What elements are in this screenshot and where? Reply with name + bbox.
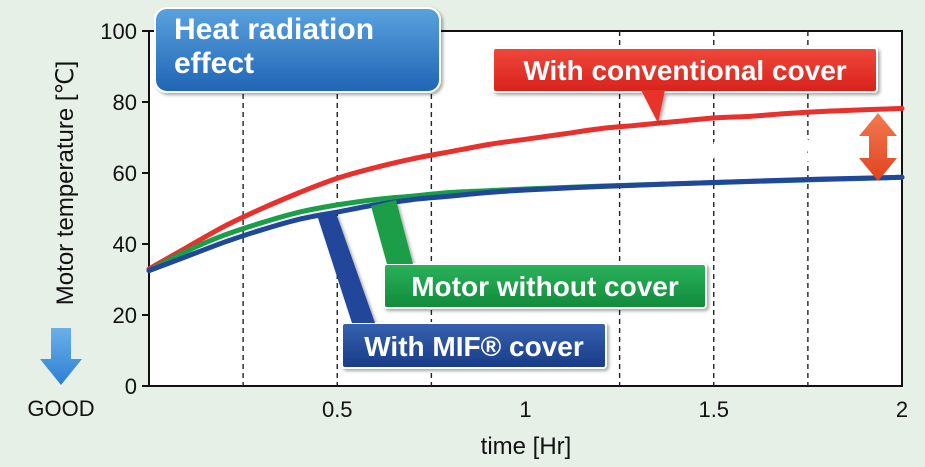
y-tick-label-4: 80 bbox=[113, 90, 137, 115]
x-tick-label-3: 2 bbox=[896, 397, 908, 422]
series-label-no-cover-text: Motor without cover bbox=[411, 271, 679, 302]
y-tick-label-2: 40 bbox=[113, 232, 137, 257]
annotation-text: Around▲20℃ bbox=[666, 134, 856, 165]
series-lines bbox=[146, 105, 905, 274]
series-label-mif-text: With MIF® cover bbox=[364, 331, 584, 362]
x-axis-ticks: 0.5 1 1.5 2 bbox=[322, 397, 908, 422]
series-label-conventional bbox=[492, 47, 878, 123]
y-axis-title: Motor temperature [℃] bbox=[52, 61, 79, 305]
series-label-mif bbox=[318, 213, 607, 369]
series-label-conventional-text: With conventional cover bbox=[523, 55, 846, 86]
x-tick-label-0: 0.5 bbox=[322, 397, 353, 422]
good-label: GOOD bbox=[27, 396, 94, 421]
double-arrow-icon bbox=[859, 113, 897, 181]
y-tick-label-1: 20 bbox=[113, 303, 137, 328]
series-line-conventional bbox=[146, 105, 905, 272]
y-tick-label-5: 100 bbox=[100, 19, 137, 44]
y-axis-ticks: 0 20 40 60 80 100 bbox=[100, 19, 149, 399]
y-tick-label-0: 0 bbox=[125, 374, 137, 399]
chart-title: Heat radiation effect bbox=[174, 13, 374, 80]
y-tick-label-3: 60 bbox=[113, 161, 137, 186]
x-tick-label-1: 1 bbox=[519, 397, 531, 422]
series-label-no-cover bbox=[371, 200, 707, 309]
good-down-arrow-icon bbox=[40, 328, 82, 385]
x-axis-title: time [Hr] bbox=[481, 433, 572, 460]
x-tick-label-2: 1.5 bbox=[698, 397, 729, 422]
series-line-mif bbox=[146, 174, 905, 274]
chart-title-badge bbox=[154, 7, 441, 93]
